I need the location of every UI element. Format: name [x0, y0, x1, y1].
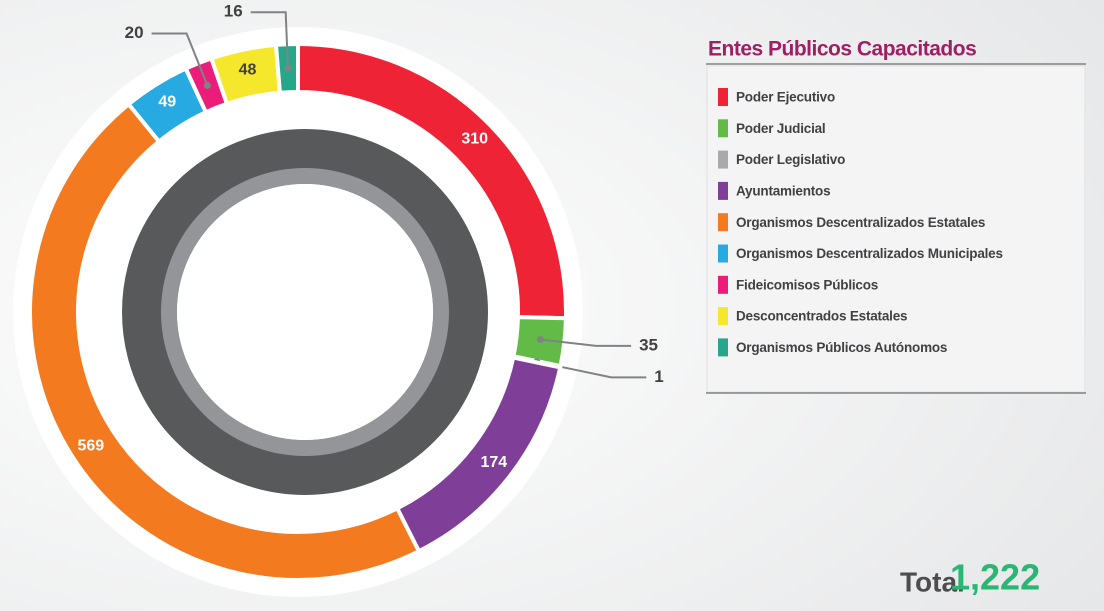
leader-line: [250, 11, 289, 69]
donut-segment: [28, 101, 422, 582]
inner-ring-light: [161, 168, 449, 456]
data-label: 174: [480, 454, 507, 471]
legend-swatch: [718, 244, 728, 263]
leader-dot: [536, 336, 544, 344]
leader-line: [151, 32, 209, 86]
legend-swatch: [718, 150, 728, 169]
leader-dot: [284, 64, 292, 72]
legend-box: [706, 65, 1086, 393]
legend-swatch: [718, 213, 728, 232]
legend-label: Desconcentrados Estatales: [736, 309, 907, 324]
legend-label: Poder Judicial: [736, 121, 825, 136]
legend-swatch: [718, 181, 728, 200]
legend-swatch: [718, 119, 728, 138]
legend-swatch: [718, 307, 728, 326]
legend-label: Organismos Descentralizados Municipales: [736, 246, 1003, 261]
legend-label: Organismos Públicos Autónomos: [736, 340, 947, 355]
donut-hole: [177, 184, 433, 440]
legend-swatch: [718, 275, 728, 294]
total-value: 1,222: [950, 557, 1040, 598]
legend-swatch: [718, 88, 728, 106]
leader-dot: [203, 81, 211, 89]
legend-label: Poder Legislativo: [736, 152, 845, 167]
leader-line: [540, 338, 632, 347]
legend-label: Organismos Descentralizados Estatales: [736, 215, 985, 230]
legend-label: Fideicomisos Públicos: [736, 277, 878, 292]
data-label: 20: [125, 23, 144, 42]
data-label: 49: [158, 94, 176, 111]
legend-label: Ayuntamientos: [736, 183, 830, 198]
legend-title: Entes Públicos Capacitados: [708, 38, 976, 61]
data-label: 310: [461, 131, 488, 148]
inner-ring: [122, 129, 488, 495]
total-label: Total: [900, 566, 965, 597]
legend-label: Poder Ejecutivo: [736, 90, 835, 105]
data-label: 48: [239, 61, 257, 78]
data-label: 35: [639, 335, 658, 354]
legend-swatch: [718, 338, 728, 357]
data-label: 16: [224, 2, 243, 21]
data-label: 1: [654, 367, 663, 386]
data-label: 569: [77, 438, 104, 455]
